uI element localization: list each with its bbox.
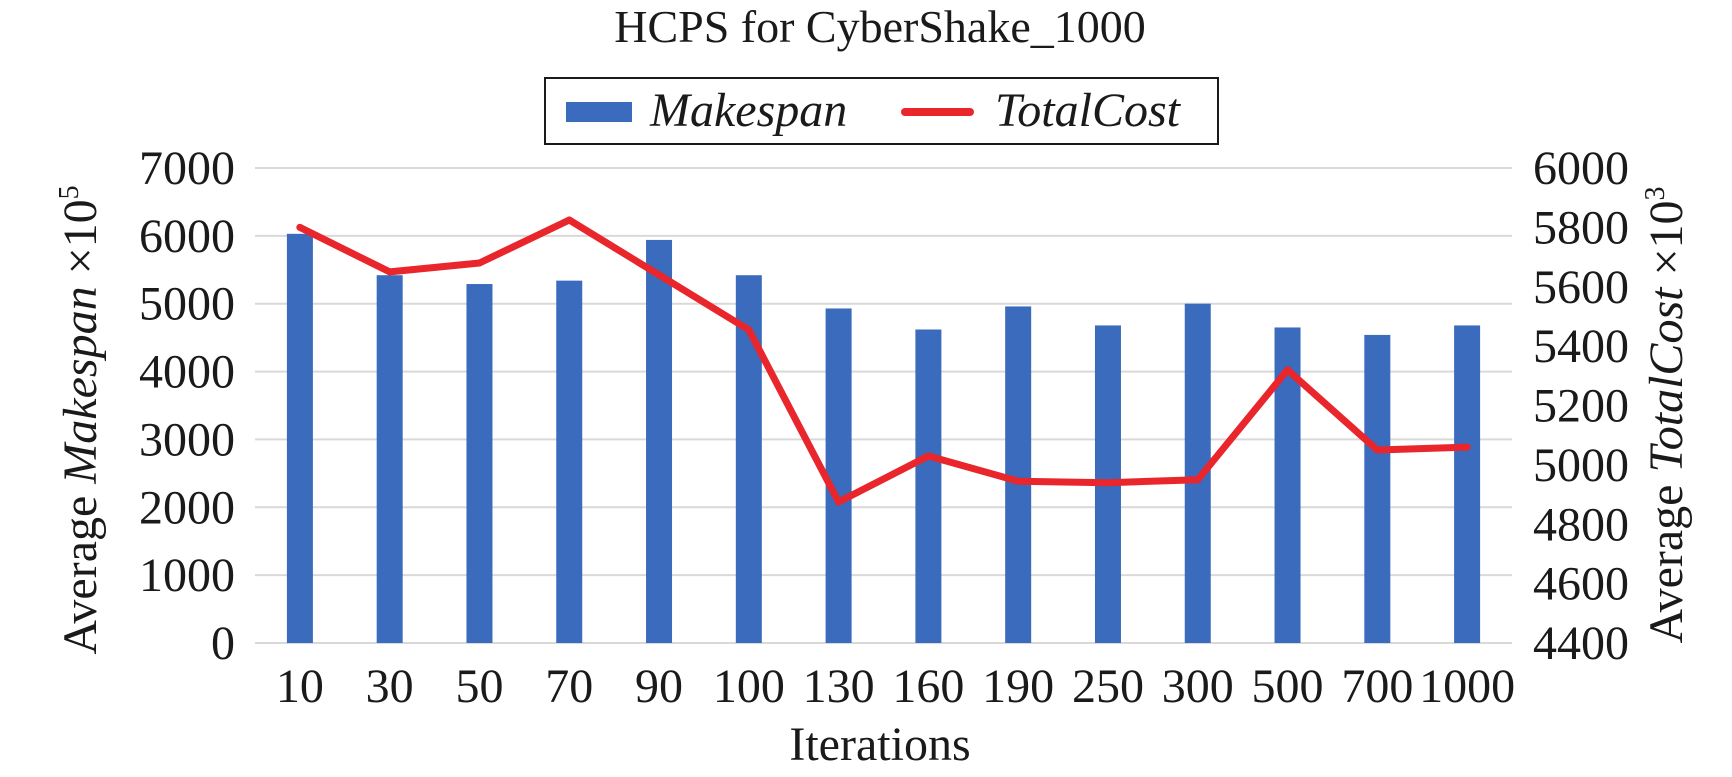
left-axis-label-prefix: Average [54, 484, 107, 655]
totalcost-point [1194, 476, 1202, 484]
left-axis-tick-label: 1000 [139, 549, 235, 602]
legend: Makespan TotalCost [544, 77, 1219, 145]
left-axis-tick-label: 7000 [139, 142, 235, 195]
totalcost-point [386, 268, 394, 276]
totalcost-point [1463, 443, 1471, 451]
right-axis-tick-label: 5600 [1533, 261, 1629, 314]
makespan-bar [915, 329, 942, 643]
x-axis-tick-label: 700 [1341, 660, 1413, 713]
makespan-bar [1364, 334, 1391, 643]
left-axis-tick-label: 3000 [139, 413, 235, 466]
legend-border [544, 77, 1219, 145]
legend-makespan-swatch [566, 102, 632, 122]
right-axis-tick-label: 4800 [1533, 498, 1629, 551]
x-axis-tick-label: 300 [1162, 660, 1234, 713]
x-axis-label: Iterations [789, 718, 970, 771]
x-axis-tick-label: 130 [803, 660, 875, 713]
makespan-bar [646, 239, 673, 643]
totalcost-line-layer [296, 216, 1471, 506]
x-axis-tick-label: 100 [713, 660, 785, 713]
right-axis-ticks: 4400 4600 4800 5000 5200 5400 5600 5800 6000 [1533, 142, 1629, 670]
left-axis-tick-label: 6000 [139, 210, 235, 263]
right-axis-label-exponent: 3 [1640, 186, 1671, 200]
left-axis-tick-label: 2000 [139, 481, 235, 534]
totalcost-point [835, 498, 843, 506]
makespan-bar [286, 233, 313, 644]
chart-title: HCPS for CyberShake_1000 [614, 1, 1146, 52]
totalcost-point [924, 452, 932, 460]
makespan-bar [1005, 306, 1032, 643]
x-axis-tick-label: 160 [892, 660, 964, 713]
makespan-bar [1454, 325, 1481, 643]
totalcost-point [1014, 477, 1022, 485]
right-axis-tick-label: 6000 [1533, 142, 1629, 195]
legend-makespan-label: Makespan [649, 84, 847, 137]
left-axis-label: Average Makespan ×105 [54, 185, 107, 654]
left-axis-label-suffix: ×10 [54, 199, 107, 286]
x-axis-tick-label: 190 [982, 660, 1054, 713]
left-axis-label-exponent: 5 [54, 185, 85, 199]
totalcost-point [296, 223, 304, 231]
makespan-bar [825, 308, 852, 643]
x-axis-tick-label: 30 [366, 660, 414, 713]
x-axis-tick-label: 250 [1072, 660, 1144, 713]
right-axis-label: Average TotalCost ×103 [1640, 186, 1693, 643]
x-axis-tick-label: 90 [635, 660, 683, 713]
right-axis-tick-label: 5400 [1533, 320, 1629, 373]
right-axis-tick-label: 4400 [1533, 617, 1629, 670]
totalcost-line [296, 216, 1471, 506]
right-axis-tick-label: 5200 [1533, 380, 1629, 433]
makespan-bar [556, 280, 583, 643]
totalcost-point [655, 271, 663, 279]
left-axis-tick-label: 0 [211, 617, 235, 670]
right-axis-tick-label: 4600 [1533, 558, 1629, 611]
totalcost-point [1373, 446, 1381, 454]
totalcost-point [1104, 479, 1112, 487]
makespan-bars [286, 233, 1481, 644]
right-axis-tick-label: 5000 [1533, 439, 1629, 492]
right-axis-label-prefix: Average [1640, 473, 1693, 644]
totalcost-point [565, 216, 573, 224]
legend-totalcost-label: TotalCost [995, 84, 1182, 137]
x-axis-tick-label: 500 [1252, 660, 1324, 713]
totalcost-point [745, 326, 753, 334]
x-axis-ticks: 10 30 50 70 90 100 130 160 190 250 300 500 700 1000 [276, 660, 1515, 713]
left-axis-ticks: 0 1000 2000 3000 4000 5000 6000 7000 [139, 142, 235, 670]
left-axis-tick-label: 4000 [139, 346, 235, 399]
totalcost-point [475, 259, 483, 267]
left-axis-tick-label: 5000 [139, 278, 235, 331]
right-axis-label-italic: TotalCost [1640, 286, 1693, 473]
gridlines [255, 167, 1512, 644]
right-axis-label-suffix: ×10 [1640, 200, 1693, 287]
x-axis-tick-label: 70 [545, 660, 593, 713]
makespan-bar [376, 275, 403, 643]
totalcost-point [1284, 366, 1292, 374]
x-axis-tick-label: 10 [276, 660, 324, 713]
x-axis-tick-label: 1000 [1419, 660, 1515, 713]
makespan-bar [466, 284, 493, 643]
x-axis-tick-label: 50 [455, 660, 503, 713]
right-axis-tick-label: 5800 [1533, 201, 1629, 254]
left-axis-label-italic: Makespan [54, 286, 107, 484]
